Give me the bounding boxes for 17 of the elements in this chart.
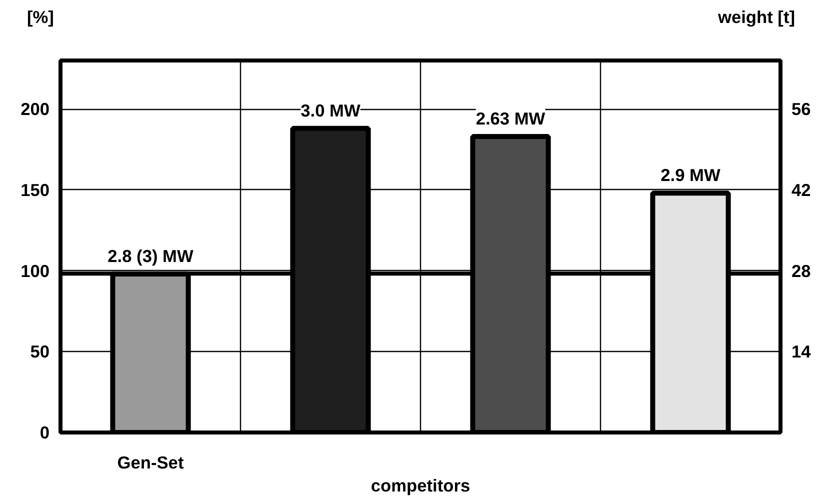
y-tick-label: 0 — [40, 422, 50, 442]
x-tick-label: Gen-Set — [117, 452, 184, 472]
y-tick-label: 150 — [20, 180, 50, 200]
annotation: 2.8 (3) MW — [108, 246, 194, 266]
y-tick-label: 100 — [20, 260, 50, 281]
y-tick-label: 200 — [20, 99, 50, 120]
y-tick-label: 50 — [30, 342, 50, 362]
annotation: 3.0 MW — [300, 100, 361, 120]
text: competitors — [370, 476, 470, 496]
y2-axis-title: weight [t] — [718, 6, 795, 29]
annotation: 2.9 MW — [660, 165, 721, 186]
y2-tick-label: 56 — [792, 99, 812, 120]
annotation: 2.63 MW — [476, 108, 546, 129]
y2-tick-label: 14 — [792, 342, 812, 362]
y-axis-title: [%] — [27, 6, 54, 29]
y2-tick-label: 42 — [792, 180, 811, 200]
y2-tick-label: 28 — [792, 260, 812, 281]
